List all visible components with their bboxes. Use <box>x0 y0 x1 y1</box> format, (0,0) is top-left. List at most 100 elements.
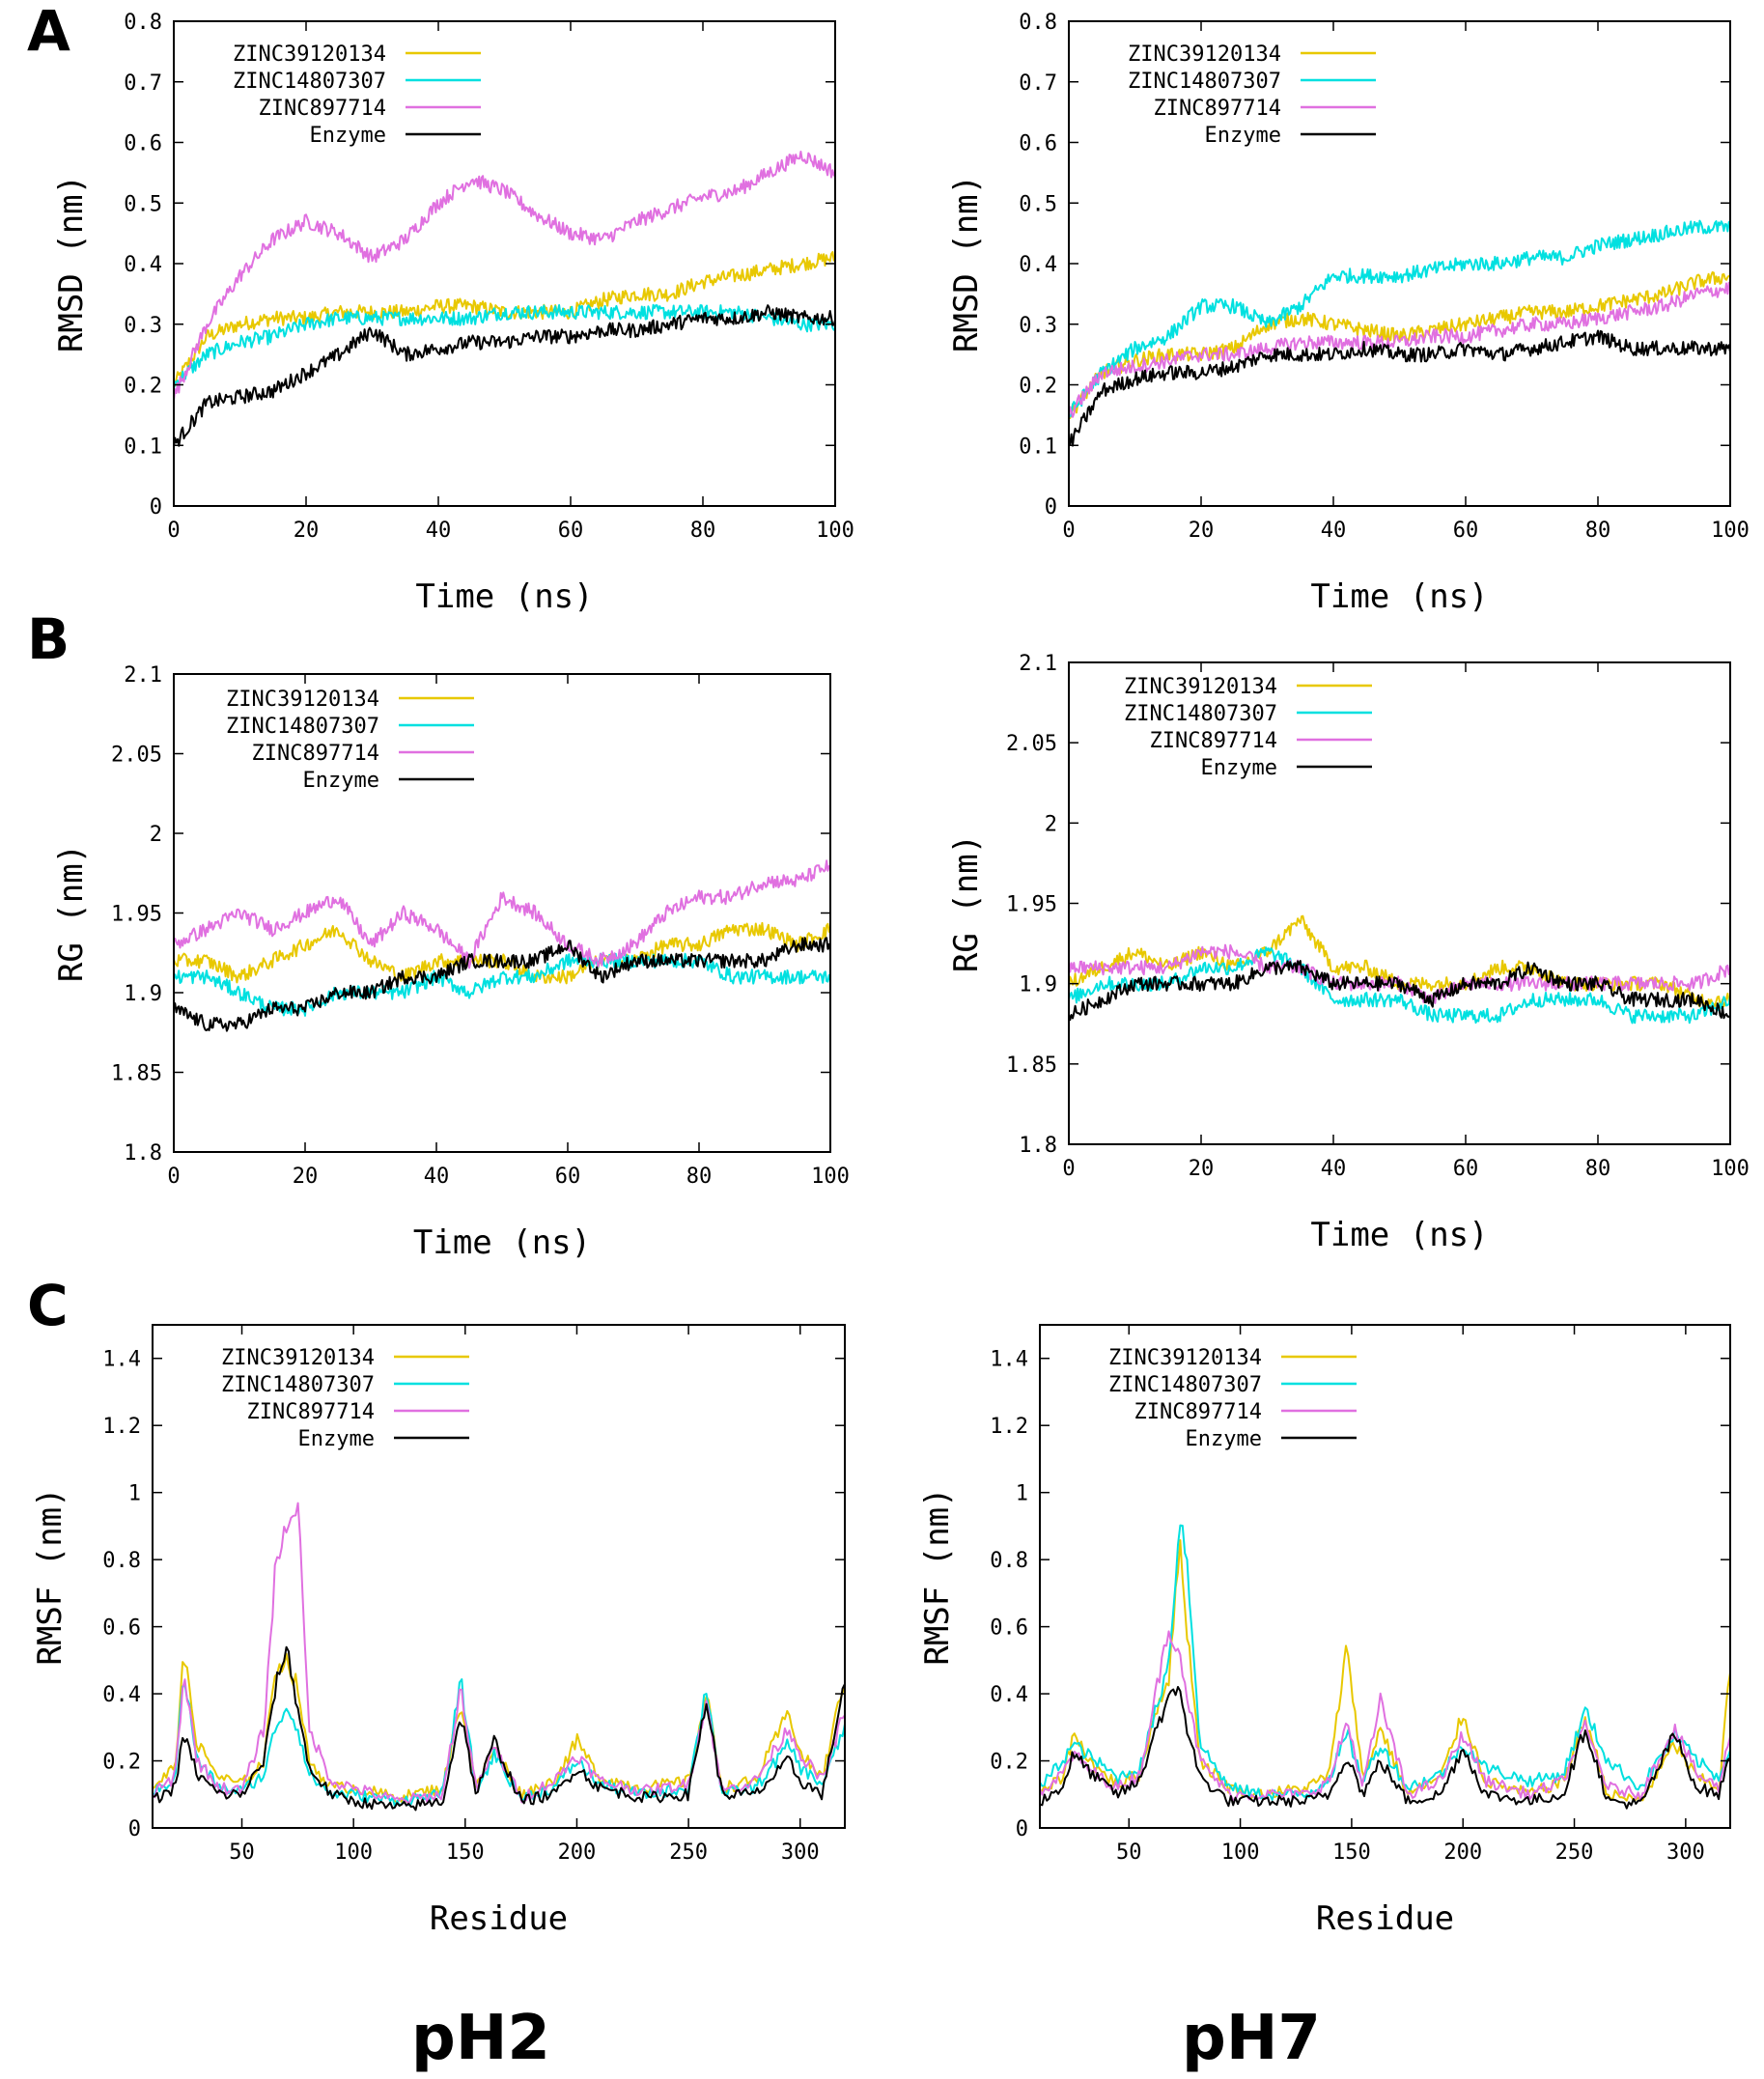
series-group <box>174 859 830 1032</box>
condition-label-ph7: pH7 <box>1182 2003 1321 2074</box>
legend: ZINC39120134 ZINC14807307 ZINC897714 Enzyme <box>233 42 481 148</box>
x-tick-label: 20 <box>293 1165 319 1189</box>
y-tick-label: 1.2 <box>990 1415 1028 1439</box>
x-axis-title: Time (ns) <box>413 1223 591 1262</box>
chart-rg-ph2: 0 20 40 60 80 100 1.8 1.85 1.9 1.95 2 2.05 2.1 Time (… <box>52 663 850 1262</box>
y-tick-label: 0.7 <box>124 71 162 96</box>
x-tick-label: 50 <box>1116 1840 1142 1865</box>
chart-rmsf-ph2: 50 100 150 200 250 300 0 0.2 0.4 0.6 0.8 1 1.2 1.4 Res… <box>31 1324 846 1938</box>
legend: ZINC39120134 ZINC14807307 ZINC897714 Enzyme <box>1108 1346 1357 1451</box>
series-line-enzyme <box>174 937 830 1032</box>
series-line-zinc14807307 <box>1069 219 1730 418</box>
y-tick-label: 1.9 <box>124 982 162 1006</box>
x-tick-label: 200 <box>558 1840 597 1865</box>
y-tick-label: 0.4 <box>1019 253 1057 277</box>
series-line-enzyme <box>1069 329 1730 447</box>
series-line-zinc39120134 <box>1069 271 1730 419</box>
legend-label: ZINC39120134 <box>1124 675 1277 699</box>
y-tick-label: 0 <box>150 495 162 520</box>
plots-container: 0 20 40 60 80 10000.10.20.30.40.50.60.70.8Tim… <box>31 11 1750 1938</box>
y-tick-label: 0.6 <box>990 1616 1028 1641</box>
legend-label: ZINC39120134 <box>1128 42 1281 67</box>
series-line-zinc897714 <box>1069 943 1730 1004</box>
series-group <box>1040 1524 1730 1810</box>
y-tick-label: 0 <box>128 1817 141 1841</box>
y-tick-label: 2 <box>150 823 162 847</box>
series-line-zinc14807307 <box>174 303 835 390</box>
x-tick-label: 20 <box>294 519 320 543</box>
x-tick-label: 80 <box>690 519 716 543</box>
y-tick-label: 0 <box>1045 495 1057 520</box>
x-tick-label: 60 <box>1453 1157 1479 1181</box>
x-tick-label: 80 <box>1585 519 1611 543</box>
legend-label: ZINC14807307 <box>1108 1373 1262 1397</box>
chart-rmsd-ph7: 0 20 40 60 80 100 0 0.1 0.2 0.3 0.4 0.5 0.6 0.7 0.8 Tim… <box>947 11 1750 616</box>
y-tick-label: 0.3 <box>1019 314 1057 338</box>
y-tick-label: 1.4 <box>990 1348 1028 1372</box>
y-tick-label: 2 <box>1045 812 1057 836</box>
y-tick-label: 0.1 <box>1019 435 1057 459</box>
series-group <box>1069 219 1730 447</box>
series-line-enzyme <box>153 1645 845 1812</box>
series-group <box>174 151 835 448</box>
y-tick-label: 0.6 <box>124 132 162 156</box>
panel-letter-c: C <box>27 1273 69 1338</box>
panel-letter-a: A <box>27 0 70 64</box>
x-tick-label: 80 <box>1585 1157 1611 1181</box>
series-line-enzyme <box>1069 960 1730 1022</box>
series-line-zinc897714 <box>174 859 830 969</box>
x-tick-label: 100 <box>811 1165 850 1189</box>
y-tick-label: 0.7 <box>1019 71 1057 96</box>
legend-label: Enzyme <box>1205 124 1281 148</box>
y-tick-label: 1.85 <box>1006 1054 1057 1078</box>
legend-label: ZINC897714 <box>1150 729 1277 753</box>
legend-label: Enzyme <box>298 1427 375 1451</box>
y-tick-label: 0.4 <box>124 253 162 277</box>
x-tick-label: 20 <box>1189 1157 1215 1181</box>
x-axis-title: Residue <box>430 1899 568 1938</box>
series-line-zinc39120134 <box>174 251 835 387</box>
plot-frame <box>152 1324 846 1829</box>
y-tick-label: 0.5 <box>1019 192 1057 216</box>
x-tick-label: 0 <box>167 519 180 543</box>
legend-label: ZINC39120134 <box>233 42 386 67</box>
x-tick-label: 60 <box>1453 519 1479 543</box>
legend-label: ZINC39120134 <box>1108 1346 1262 1370</box>
series-line-zinc14807307 <box>153 1678 845 1808</box>
y-tick-label: 1.2 <box>102 1415 141 1439</box>
legend-label: ZINC14807307 <box>221 1373 375 1397</box>
y-tick-label: 0.4 <box>102 1683 141 1707</box>
y-tick-label: 1.85 <box>111 1062 162 1086</box>
legend-label: ZINC14807307 <box>226 715 379 739</box>
x-tick-label: 150 <box>446 1840 485 1865</box>
y-axis-title: RG (nm) <box>947 834 986 972</box>
y-tick-label: 0.2 <box>990 1751 1028 1775</box>
legend-label: ZINC39120134 <box>221 1346 375 1370</box>
series-line-enzyme <box>174 304 835 448</box>
y-tick-label: 0.8 <box>1019 11 1057 35</box>
panel-letter-b: B <box>27 606 70 672</box>
legend-label: ZINC39120134 <box>226 688 379 712</box>
x-tick-label: 150 <box>1332 1840 1371 1865</box>
x-tick-label: 100 <box>816 519 854 543</box>
x-tick-label: 60 <box>555 1165 581 1189</box>
x-tick-label: 40 <box>426 519 452 543</box>
y-tick-label: 0.5 <box>124 192 162 216</box>
x-tick-label: 250 <box>1555 1840 1594 1865</box>
x-tick-label: 80 <box>686 1165 713 1189</box>
y-axis-title: RG (nm) <box>52 844 91 982</box>
series-line-zinc897714 <box>153 1502 845 1805</box>
x-axis-title: Residue <box>1316 1899 1454 1938</box>
legend-label: ZINC14807307 <box>233 70 386 94</box>
series-line-zinc897714 <box>1040 1630 1730 1802</box>
series-line-enzyme <box>1040 1686 1730 1810</box>
legend-label: ZINC14807307 <box>1124 702 1277 726</box>
chart-rmsf-ph7: 50 100 150 200 250 300 0 0.2 0.4 0.6 0.8 1 1.2 1.4 Res… <box>918 1324 1731 1938</box>
y-tick-label: 0.4 <box>990 1683 1028 1707</box>
y-tick-label: 0 <box>1016 1817 1028 1841</box>
x-tick-label: 100 <box>1711 519 1750 543</box>
x-tick-label: 100 <box>1221 1840 1260 1865</box>
series-line-zinc14807307 <box>1069 946 1730 1025</box>
series-line-zinc39120134 <box>1069 914 1730 1008</box>
